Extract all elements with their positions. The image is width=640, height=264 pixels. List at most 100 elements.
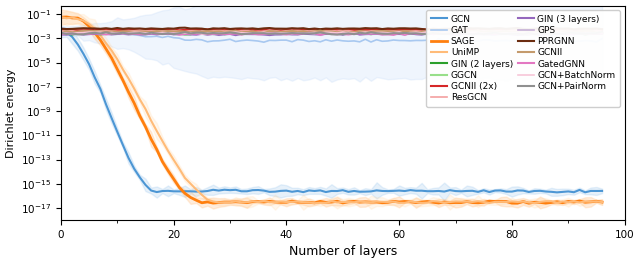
UniMP — [97, 34, 104, 37]
Line: GatedGNN: GatedGNN — [61, 33, 602, 35]
SAGE — [372, 200, 380, 204]
GAT — [57, 29, 65, 32]
UniMP — [598, 200, 606, 204]
GIN (3 layers) — [480, 33, 488, 36]
GCNII (2x) — [102, 28, 110, 31]
GGCN — [74, 32, 82, 35]
GCN — [97, 87, 104, 91]
GIN (2 layers) — [480, 32, 488, 35]
Line: GIN (3 layers): GIN (3 layers) — [61, 33, 602, 35]
SAGE — [63, 15, 70, 18]
GCN+BatchNorm — [57, 30, 65, 34]
SAGE — [598, 200, 606, 204]
GAT — [333, 39, 341, 42]
UniMP — [74, 18, 82, 21]
ResGCN — [97, 30, 104, 33]
PPRGNN — [204, 28, 211, 31]
GCN+PairNorm — [468, 33, 476, 36]
GCN — [198, 190, 205, 193]
ResGCN — [378, 29, 386, 32]
GIN (2 layers) — [581, 33, 589, 36]
Line: GIN (2 layers): GIN (2 layers) — [61, 32, 602, 35]
GCN — [598, 189, 606, 192]
GCNII (2x) — [333, 29, 341, 32]
GCNII (2x) — [339, 29, 347, 32]
Line: GCNII (2x): GCNII (2x) — [61, 29, 602, 31]
ResGCN — [204, 30, 211, 33]
GAT — [372, 38, 380, 41]
GCNII (2x) — [486, 28, 493, 31]
GCNII — [198, 30, 205, 33]
SAGE — [525, 202, 532, 205]
ResGCN — [339, 29, 347, 32]
GGCN — [367, 31, 375, 34]
GatedGNN — [198, 32, 205, 35]
Line: SAGE: SAGE — [61, 17, 602, 203]
PPRGNN — [181, 26, 189, 29]
GatedGNN — [339, 32, 347, 35]
GAT — [429, 42, 437, 45]
GPS — [598, 32, 606, 35]
GCN+BatchNorm — [486, 32, 493, 35]
GatedGNN — [378, 33, 386, 36]
GatedGNN — [316, 33, 324, 36]
Line: GGCN: GGCN — [61, 32, 602, 34]
GAT — [598, 37, 606, 40]
GPS — [542, 31, 550, 34]
X-axis label: Number of layers: Number of layers — [289, 246, 397, 258]
GatedGNN — [486, 32, 493, 35]
GCNII — [486, 29, 493, 32]
Line: ResGCN: ResGCN — [61, 30, 602, 32]
GIN (3 layers) — [74, 32, 82, 35]
UniMP — [311, 202, 319, 205]
GCN — [474, 190, 482, 194]
SAGE — [480, 201, 488, 204]
ResGCN — [198, 31, 205, 34]
GCNII — [429, 31, 437, 34]
ResGCN — [316, 28, 324, 31]
GCNII — [598, 31, 606, 34]
GCN — [367, 190, 375, 193]
PPRGNN — [74, 27, 82, 30]
UniMP — [333, 201, 341, 204]
GIN (3 layers) — [57, 33, 65, 36]
GIN (2 layers) — [74, 32, 82, 35]
GIN (3 layers) — [581, 31, 589, 34]
PPRGNN — [57, 27, 65, 30]
Line: GCN+BatchNorm: GCN+BatchNorm — [61, 32, 602, 34]
GCN+PairNorm — [598, 30, 606, 33]
GCNII (2x) — [204, 28, 211, 31]
GAT — [486, 38, 493, 41]
GCNII — [328, 30, 335, 33]
GIN (2 layers) — [57, 31, 65, 35]
Line: GPS: GPS — [61, 32, 602, 34]
UniMP — [372, 200, 380, 203]
GGCN — [57, 31, 65, 34]
UniMP — [480, 200, 488, 204]
GPS — [328, 32, 335, 35]
SAGE — [333, 200, 341, 203]
GCNII (2x) — [97, 27, 104, 31]
GAT — [79, 31, 87, 35]
ResGCN — [57, 29, 65, 32]
GGCN — [97, 32, 104, 35]
GatedGNN — [74, 32, 82, 36]
ResGCN — [598, 30, 606, 33]
GCN — [57, 30, 65, 33]
Line: UniMP: UniMP — [61, 17, 602, 203]
GCN+BatchNorm — [74, 31, 82, 34]
GGCN — [542, 30, 550, 33]
GCN+BatchNorm — [198, 32, 205, 36]
ResGCN — [74, 30, 82, 34]
GCNII — [367, 30, 375, 34]
GCN+BatchNorm — [424, 30, 431, 34]
UniMP — [57, 16, 65, 19]
PPRGNN — [372, 27, 380, 30]
GCNII — [57, 31, 65, 34]
PPRGNN — [598, 27, 606, 31]
GGCN — [474, 32, 482, 35]
PPRGNN — [333, 27, 341, 30]
SAGE — [79, 20, 87, 23]
GCN+PairNorm — [57, 31, 65, 34]
Legend: GCN, GAT, SAGE, UniMP, GIN (2 layers), GGCN, GCNII (2x), ResGCN, GIN (3 layers),: GCN, GAT, SAGE, UniMP, GIN (2 layers), G… — [426, 10, 620, 107]
